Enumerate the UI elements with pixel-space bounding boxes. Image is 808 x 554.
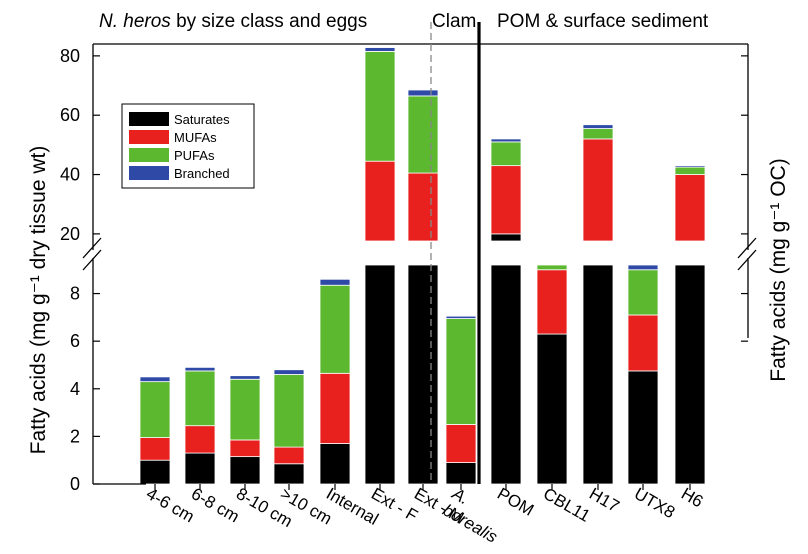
bar-segment-mufas — [445, 424, 477, 463]
legend-label-saturates: Saturates — [174, 112, 230, 127]
legend-label-pufas: PUFAs — [174, 148, 215, 163]
y-tick-label: 6 — [70, 331, 80, 351]
bar-segment-saturates — [407, 264, 439, 485]
bar-segment-pufas — [229, 378, 261, 441]
bar-segment-pufas — [627, 269, 659, 316]
bar-segment-mufas — [536, 269, 568, 335]
bar-segment-mufas — [627, 314, 659, 372]
y-tick-label: 80 — [60, 46, 80, 66]
x-tick-label: CBL11 — [540, 484, 593, 526]
bar-segment-saturates — [490, 264, 522, 485]
bar-segment-saturates — [582, 264, 614, 485]
y-tick-label: 0 — [70, 474, 80, 494]
bar-segment-mufas — [364, 160, 396, 242]
bar-segment-pufas — [364, 51, 396, 162]
bar-segment-mufas — [319, 372, 351, 444]
bar-segment-mufas — [184, 425, 216, 454]
bar-segment-branched — [229, 375, 261, 380]
bar-segment-branched — [319, 278, 351, 286]
bar-segment-saturates — [536, 333, 568, 485]
y-axis-title-right: Fatty acids (mg g⁻¹ OC) — [767, 158, 790, 381]
bar-segment-saturates — [674, 264, 706, 485]
legend-label-mufas: MUFAs — [174, 130, 217, 145]
bar-segment-saturates — [229, 456, 261, 485]
y-tick-label: 4 — [70, 379, 80, 399]
bar-segment-branched — [364, 47, 396, 52]
y-tick-label: 20 — [60, 224, 80, 244]
group-label-italic: N. heros — [99, 11, 171, 32]
legend-swatch-branched — [129, 166, 169, 180]
axis-break-mark — [82, 249, 102, 271]
group-label-rest: by size class and eggs — [171, 11, 367, 32]
bar-segment-pufas — [273, 374, 305, 448]
bar-segment-saturates — [364, 264, 396, 485]
legend: Saturates MUFAs PUFAs Branched — [121, 103, 255, 189]
y-tick-label: 8 — [70, 284, 80, 304]
y-tick-label: 40 — [60, 165, 80, 185]
y-tick-label: 2 — [70, 426, 80, 446]
bar-segment-branched — [674, 165, 706, 168]
bar-segment-branched — [139, 376, 171, 383]
bar-segment-saturates — [627, 370, 659, 485]
y-tick-label: 60 — [60, 105, 80, 125]
bar-segment-saturates — [490, 233, 522, 242]
bar-segment-pufas — [407, 95, 439, 174]
bar-segment-pufas — [319, 284, 351, 374]
bar-segment-saturates — [273, 463, 305, 485]
bar-segment-branched — [490, 138, 522, 143]
axis-break-mark — [737, 249, 757, 271]
legend-swatch-saturates — [129, 112, 169, 126]
x-tick-label: UTX8 — [631, 484, 678, 522]
bar-segment-branched — [445, 315, 477, 319]
x-tick-label: 6-8 cm — [188, 484, 243, 526]
legend-label-branched: Branched — [174, 166, 230, 181]
legend-swatch-pufas — [129, 148, 169, 162]
x-tick-label-line: borealis — [440, 500, 501, 546]
bar-segment-saturates — [139, 459, 171, 485]
axis-break-mark — [82, 237, 102, 259]
bar-segment-branched — [273, 369, 305, 375]
x-tick-label: POM — [494, 484, 537, 520]
bars-layer — [139, 47, 706, 485]
y-axis-title-left: Fatty acids (mg g⁻¹ dry tissue wt) — [27, 146, 50, 455]
bar-segment-saturates — [319, 443, 351, 485]
bar-segment-pufas — [445, 318, 477, 425]
bar-segment-pufas — [536, 264, 568, 271]
group-label-n-heros: N. heros by size class and eggs — [99, 11, 367, 32]
bar-segment-mufas — [139, 437, 171, 461]
bar-segment-mufas — [407, 172, 439, 242]
bar-segment-branched — [582, 124, 614, 129]
bar-segment-branched — [627, 264, 659, 271]
bar-segment-mufas — [582, 138, 614, 242]
group-label-clam: Clam — [432, 11, 476, 32]
axis-break-mark — [737, 237, 757, 259]
legend-swatch-mufas — [129, 130, 169, 144]
x-tick-label: 4-6 cm — [143, 484, 198, 526]
bar-segment-mufas — [229, 439, 261, 458]
bar-segment-pufas — [582, 128, 614, 140]
bar-segment-branched — [184, 366, 216, 372]
group-label-pom: POM & surface sediment — [497, 11, 709, 32]
bar-segment-pufas — [490, 141, 522, 167]
x-tick-label: H6 — [678, 484, 706, 511]
bar-segment-branched — [407, 89, 439, 97]
bar-segment-pufas — [674, 166, 706, 175]
bar-segment-pufas — [139, 381, 171, 438]
bar-segment-saturates — [445, 462, 477, 485]
bar-segment-pufas — [184, 370, 216, 427]
bar-segment-mufas — [674, 174, 706, 242]
bar-segment-mufas — [490, 165, 522, 235]
bar-segment-saturates — [184, 452, 216, 485]
bar-segment-mufas — [273, 446, 305, 465]
